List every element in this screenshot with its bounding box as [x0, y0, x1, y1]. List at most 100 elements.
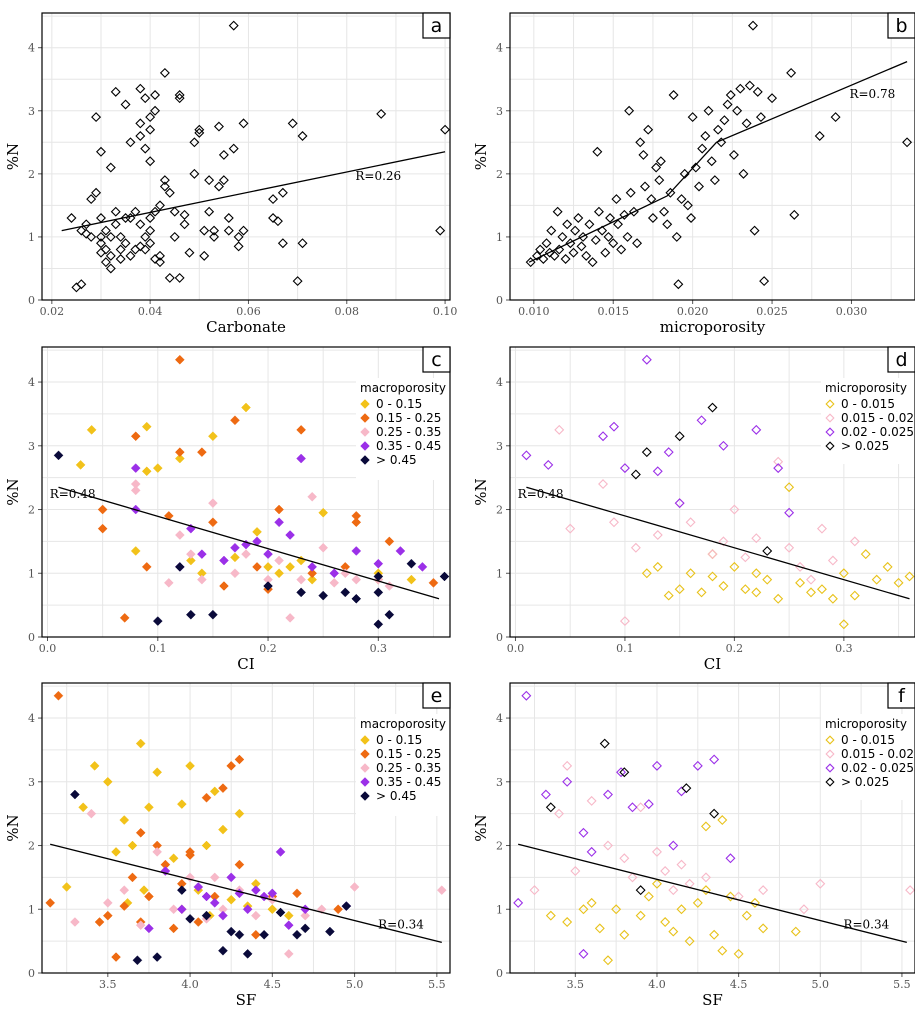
data-point-main [154, 200, 165, 211]
data-point-main [115, 254, 126, 264]
data-point-main [600, 247, 611, 258]
data-point-series-1 [790, 926, 801, 937]
data-point-main [125, 250, 136, 261]
correlation-label: R=0.26 [355, 169, 401, 183]
data-point-series-3 [641, 354, 652, 365]
data-point-series-2 [127, 872, 138, 883]
data-point-main [218, 149, 229, 160]
points [45, 690, 447, 966]
data-point-main [135, 118, 146, 129]
data-point-series-2 [141, 562, 152, 572]
data-point-main [654, 175, 665, 186]
x-tick-label: 5.0 [812, 978, 830, 991]
data-point-series-3 [186, 549, 196, 559]
data-point-series-3 [274, 555, 284, 566]
data-point-main [640, 181, 650, 192]
data-point-series-2 [102, 910, 113, 921]
data-point-series-1 [849, 590, 860, 601]
data-point-series-1 [700, 821, 711, 832]
data-point-main [169, 206, 180, 217]
x-axis-label: CI [237, 655, 254, 673]
data-point-series-4 [619, 767, 630, 778]
x-axis-label: Carbonate [206, 318, 286, 336]
data-point-main [725, 90, 736, 100]
data-point-series-1 [619, 929, 630, 940]
data-point-main [624, 105, 635, 116]
points [525, 20, 913, 290]
data-point-main [81, 228, 92, 239]
data-point-main [86, 231, 97, 242]
data-point-series-1 [611, 904, 622, 915]
data-point-series-2 [174, 354, 185, 365]
legend-swatch [360, 735, 370, 745]
data-point-series-1 [700, 885, 711, 896]
data-point-series-3 [696, 415, 707, 426]
data-point-series-3 [436, 885, 447, 895]
data-point-series-1 [185, 761, 195, 771]
y-tick-label: 0 [496, 967, 503, 980]
data-point-main [145, 225, 156, 236]
x-axis-label: microporosity [660, 318, 766, 336]
data-point-series-2 [230, 415, 240, 426]
data-point-main [135, 219, 146, 230]
data-point-main [135, 83, 146, 94]
data-point-series-2 [718, 536, 729, 547]
legend-title: macroporosity [360, 381, 446, 395]
panel-e: 3.5 4.0 4.5 5.0 5.5 0 1 2 3 4 SF %N R=0.34 macroporos… [4, 682, 451, 1009]
data-point-main [635, 137, 646, 148]
x-tick-label: 0.1 [149, 642, 167, 655]
data-point-main [96, 238, 106, 249]
y-tick-label: 2 [28, 840, 35, 853]
data-point-series-2 [784, 542, 795, 553]
y-tick-label: 2 [496, 168, 503, 181]
data-point-series-5 [186, 609, 196, 620]
data-point-main [581, 250, 592, 261]
data-point-series-2 [135, 827, 146, 838]
data-point-main [110, 206, 121, 217]
data-point-series-1 [762, 574, 773, 585]
data-point-series-2 [197, 447, 207, 458]
y-tick-label: 3 [496, 440, 503, 453]
data-point-main [105, 162, 116, 173]
data-point-main [592, 146, 603, 157]
data-point-series-2 [598, 479, 609, 490]
legend-entry: > 0.45 [376, 453, 417, 467]
data-point-series-2 [630, 542, 641, 553]
data-point-main [690, 162, 701, 173]
data-point-series-3 [784, 507, 795, 518]
plot-frame [41, 682, 451, 974]
data-point-series-5 [384, 609, 395, 620]
data-point-series-4 [630, 469, 641, 480]
data-point-series-3 [230, 568, 240, 579]
data-point-main [703, 105, 714, 116]
data-point-series-2 [685, 517, 696, 528]
data-point-series-2 [208, 517, 218, 528]
legend-swatch [825, 777, 835, 787]
data-point-main [713, 124, 724, 135]
data-point-main [568, 247, 579, 258]
data-point-series-4 [267, 888, 278, 899]
data-point-series-3 [676, 786, 687, 797]
data-point-series-1 [882, 561, 893, 572]
data-point-series-1 [263, 562, 273, 572]
data-point-main [105, 263, 116, 274]
data-point-series-5 [174, 562, 185, 572]
legend-swatch [360, 749, 370, 759]
data-point-main [110, 219, 121, 230]
x-tick-label: 0.010 [518, 305, 550, 318]
data-point-series-2 [185, 850, 195, 860]
y-tick-label: 4 [28, 42, 35, 55]
data-point-series-3 [603, 789, 613, 800]
data-point-series-2 [554, 808, 564, 819]
data-point-series-3 [119, 885, 130, 895]
x-tick-label: 0.02 [40, 305, 65, 318]
data-point-main [741, 118, 752, 129]
y-tick-label: 1 [28, 567, 35, 580]
data-point-main [830, 112, 841, 123]
data-point-series-5 [185, 913, 195, 924]
data-point-main [554, 244, 565, 255]
x-tick-label: 3.5 [567, 978, 585, 991]
data-point-main [287, 118, 298, 129]
data-point-series-5 [275, 907, 286, 918]
